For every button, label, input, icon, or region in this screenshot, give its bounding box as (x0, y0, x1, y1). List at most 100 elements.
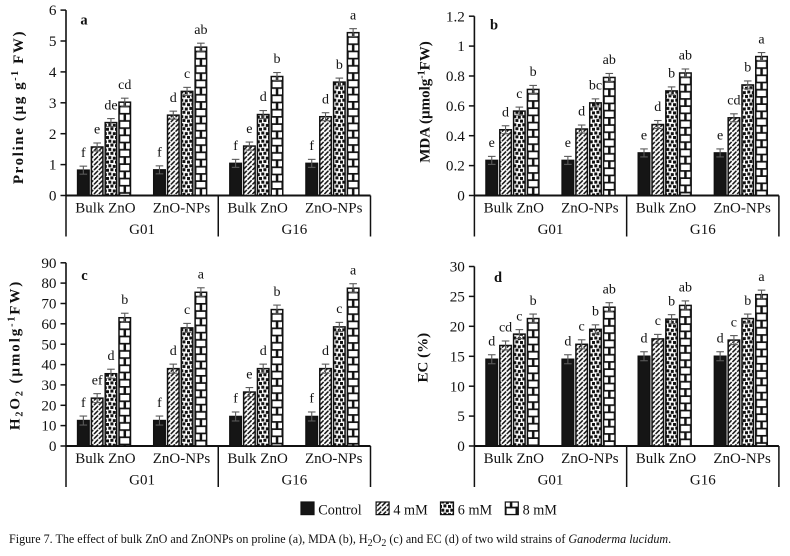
svg-text:ab: ab (194, 23, 207, 38)
svg-text:4 mM: 4 mM (393, 502, 428, 518)
svg-text:ZnO-NPs: ZnO-NPs (305, 451, 363, 467)
svg-text:f: f (309, 139, 314, 154)
svg-text:cd: cd (118, 78, 131, 93)
svg-text:Proline (µg g-1​ FW): Proline (µg g-1​ FW) (10, 30, 27, 184)
svg-text:b: b (490, 18, 498, 34)
svg-text:0: 0 (457, 438, 465, 455)
svg-text:b: b (744, 61, 751, 76)
svg-text:f: f (81, 396, 86, 411)
svg-text:1: 1 (457, 38, 465, 55)
svg-text:Bulk ZnO: Bulk ZnO (75, 201, 136, 217)
svg-text:G16: G16 (281, 222, 307, 238)
svg-text:d: d (502, 105, 509, 120)
svg-text:Control: Control (318, 502, 361, 518)
svg-text:b: b (336, 58, 343, 73)
svg-text:d: d (641, 331, 648, 346)
svg-text:ab: ab (679, 281, 692, 296)
svg-text:e: e (641, 129, 647, 144)
svg-text:c: c (731, 315, 737, 330)
svg-text:f: f (157, 396, 162, 411)
svg-text:b: b (668, 294, 675, 309)
svg-text:d: d (170, 91, 177, 106)
svg-text:10: 10 (41, 418, 57, 435)
svg-text:c: c (579, 319, 585, 334)
svg-text:ab: ab (603, 282, 616, 297)
svg-text:c: c (655, 314, 661, 329)
svg-text:c: c (516, 309, 522, 324)
svg-text:e: e (94, 123, 100, 138)
svg-text:G16: G16 (690, 222, 716, 238)
svg-text:2: 2 (49, 126, 57, 143)
svg-text:5: 5 (457, 408, 465, 425)
svg-text:a: a (350, 263, 357, 278)
svg-text:b: b (668, 67, 675, 82)
svg-text:d: d (564, 334, 571, 349)
svg-text:ZnO-NPs: ZnO-NPs (561, 451, 619, 467)
svg-text:10: 10 (450, 378, 466, 395)
svg-text:0.6: 0.6 (446, 98, 465, 115)
svg-text:e: e (246, 367, 252, 382)
svg-text:c: c (81, 268, 88, 284)
svg-text:6 mM: 6 mM (458, 502, 493, 518)
svg-text:Bulk ZnO: Bulk ZnO (227, 201, 288, 217)
svg-text:d: d (654, 100, 661, 115)
svg-text:ZnO-NPs: ZnO-NPs (713, 201, 771, 217)
svg-text:30: 30 (41, 377, 57, 394)
svg-text:ZnO-NPs: ZnO-NPs (561, 201, 619, 217)
svg-text:Bulk ZnO: Bulk ZnO (484, 201, 545, 217)
svg-text:b: b (530, 294, 537, 309)
svg-text:b: b (592, 305, 599, 320)
svg-text:e: e (717, 129, 723, 144)
svg-text:ab: ab (679, 49, 692, 64)
svg-text:bc: bc (589, 79, 602, 94)
svg-text:d: d (260, 344, 267, 359)
svg-text:e: e (489, 136, 495, 151)
svg-text:40: 40 (41, 357, 57, 374)
svg-text:f: f (157, 146, 162, 161)
svg-text:a: a (198, 267, 205, 282)
svg-text:e: e (246, 122, 252, 137)
svg-text:d: d (322, 344, 329, 359)
svg-text:b: b (274, 52, 281, 67)
svg-text:b: b (274, 285, 281, 300)
svg-text:20: 20 (41, 397, 57, 414)
svg-text:70: 70 (41, 296, 57, 313)
svg-text:H2​O2​ (µmolg-1​FW): H2​O2​ (µmolg-1​FW) (7, 280, 26, 430)
svg-text:8 mM: 8 mM (523, 502, 558, 518)
svg-text:Bulk ZnO: Bulk ZnO (484, 451, 545, 467)
svg-text:ef: ef (92, 373, 103, 388)
svg-text:ab: ab (603, 53, 616, 68)
svg-text:c: c (184, 303, 190, 318)
svg-text:c: c (184, 67, 190, 82)
svg-text:1.2: 1.2 (446, 8, 465, 25)
svg-text:G16: G16 (281, 473, 307, 489)
svg-text:0.2: 0.2 (446, 158, 465, 175)
svg-text:Bulk ZnO: Bulk ZnO (227, 451, 288, 467)
svg-text:ZnO-NPs: ZnO-NPs (153, 451, 211, 467)
svg-text:G16: G16 (690, 473, 716, 489)
svg-text:60: 60 (41, 316, 57, 333)
svg-text:d: d (260, 90, 267, 105)
svg-text:50: 50 (41, 336, 57, 353)
svg-text:G01: G01 (129, 473, 155, 489)
svg-text:90: 90 (41, 255, 57, 272)
svg-text:EC (%): EC (%) (416, 333, 432, 383)
svg-text:d: d (322, 92, 329, 107)
svg-text:b: b (744, 294, 751, 309)
svg-text:25: 25 (450, 289, 465, 306)
svg-text:d: d (488, 334, 495, 349)
svg-text:0.4: 0.4 (446, 128, 465, 145)
svg-text:cd: cd (727, 94, 740, 109)
svg-text:ZnO-NPs: ZnO-NPs (153, 201, 211, 217)
svg-text:0: 0 (49, 438, 57, 455)
svg-text:a: a (350, 8, 357, 23)
svg-text:G01: G01 (538, 222, 564, 238)
svg-text:MDA (µmolg-1​FW): MDA (µmolg-1​FW) (417, 41, 434, 163)
svg-text:4: 4 (49, 64, 57, 81)
svg-text:5: 5 (49, 33, 57, 50)
svg-text:3: 3 (49, 95, 57, 112)
svg-text:cd: cd (499, 321, 512, 336)
svg-text:ZnO-NPs: ZnO-NPs (713, 451, 771, 467)
svg-text:a: a (758, 270, 765, 285)
svg-text:c: c (516, 87, 522, 102)
